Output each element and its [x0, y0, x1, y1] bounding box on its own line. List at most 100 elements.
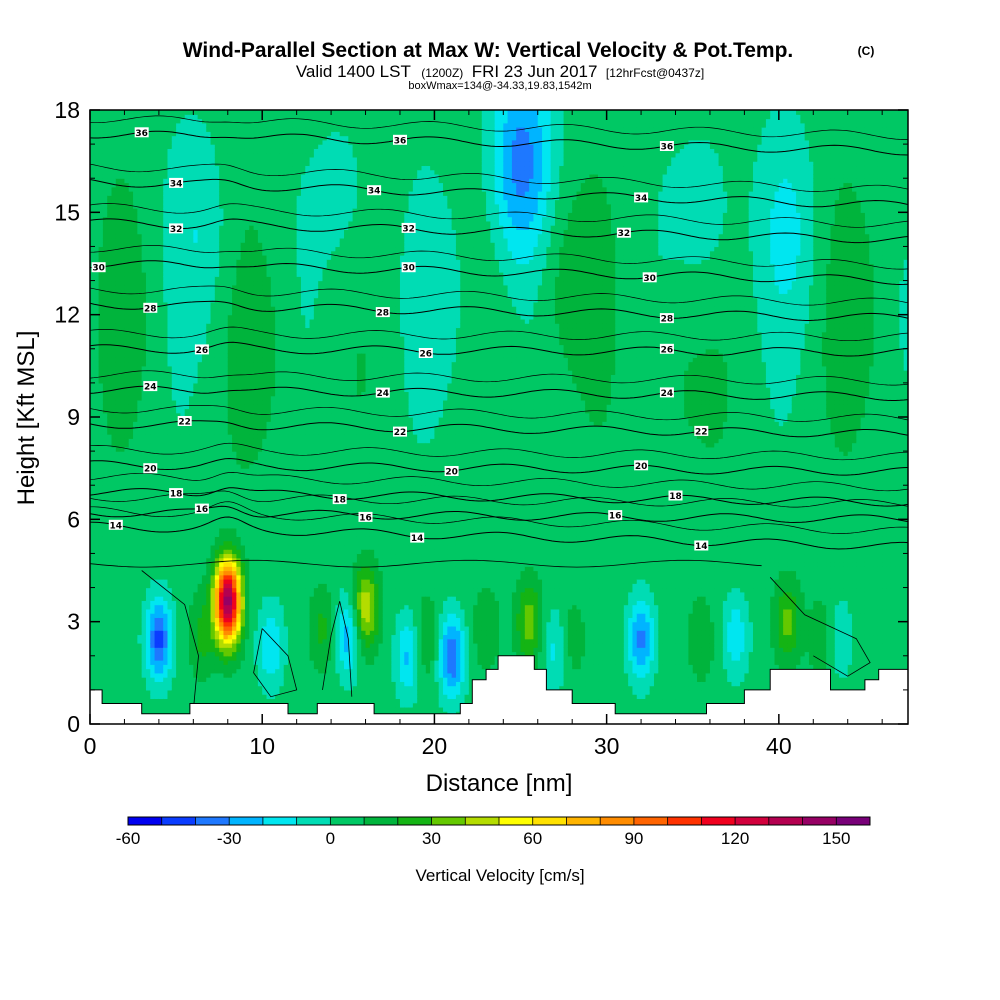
field-cell — [129, 460, 134, 465]
field-cell — [124, 600, 129, 605]
field-cell — [107, 630, 112, 635]
field-cell — [99, 221, 104, 226]
field-cell — [112, 251, 117, 256]
field-cell — [112, 468, 117, 473]
field-cell — [116, 622, 121, 627]
field-cell — [107, 302, 112, 307]
field-cell — [129, 562, 134, 567]
field-cell — [112, 583, 117, 588]
field-cell — [129, 451, 134, 456]
field-cell — [124, 477, 129, 482]
field-cell — [116, 336, 121, 341]
field-cell — [124, 468, 129, 473]
field-cell — [112, 694, 117, 699]
field-cell — [99, 153, 104, 158]
field-cell — [103, 575, 108, 580]
field-cell — [112, 481, 117, 486]
field-cell — [124, 681, 129, 686]
field-cell — [112, 268, 117, 273]
field-cell — [129, 404, 134, 409]
field-cell — [129, 264, 134, 269]
field-cell — [107, 681, 112, 686]
field-cell — [103, 681, 108, 686]
field-cell — [94, 579, 99, 584]
field-cell — [99, 634, 104, 639]
field-cell — [99, 664, 104, 669]
field-cell — [129, 319, 134, 324]
field-cell — [107, 281, 112, 286]
field-cell — [94, 438, 99, 443]
field-cell — [116, 643, 121, 648]
field-cell — [107, 357, 112, 362]
field-cell — [120, 153, 125, 158]
field-cell — [103, 238, 108, 243]
field-cell — [116, 191, 121, 196]
field-cell — [116, 221, 121, 226]
field-cell — [99, 148, 104, 153]
field-cell — [124, 656, 129, 661]
field-cell — [99, 229, 104, 234]
field-cell — [129, 690, 134, 695]
field-cell — [129, 349, 134, 354]
field-cell — [99, 643, 104, 648]
vertical-velocity-field — [90, 110, 909, 725]
field-cell — [116, 374, 121, 379]
field-cell — [94, 677, 99, 682]
field-cell — [129, 468, 134, 473]
field-cell — [120, 430, 125, 435]
field-cell — [103, 298, 108, 303]
field-cell — [112, 400, 117, 405]
field-cell — [120, 251, 125, 256]
field-cell — [107, 400, 112, 405]
field-cell — [129, 200, 134, 205]
field-cell — [103, 447, 108, 452]
field-cell — [129, 660, 134, 665]
field-cell — [129, 366, 134, 371]
field-cell — [94, 434, 99, 439]
field-cell — [103, 583, 108, 588]
field-cell — [107, 404, 112, 409]
field-cell — [116, 255, 121, 260]
field-cell — [116, 434, 121, 439]
field-cell — [99, 353, 104, 358]
field-cell — [94, 536, 99, 541]
field-cell — [99, 349, 104, 354]
field-cell — [103, 664, 108, 669]
field-cell — [103, 221, 108, 226]
field-cell — [103, 545, 108, 550]
field-cell — [107, 140, 112, 145]
field-cell — [129, 421, 134, 426]
field-cell — [103, 455, 108, 460]
field-cell — [124, 660, 129, 665]
field-cell — [107, 443, 112, 448]
field-cell — [129, 306, 134, 311]
field-cell — [116, 178, 121, 183]
field-cell — [124, 127, 129, 132]
field-cell — [107, 178, 112, 183]
field-cell — [112, 238, 117, 243]
field-cell — [116, 127, 121, 132]
field-cell — [129, 379, 134, 384]
field-cell — [94, 349, 99, 354]
field-cell — [129, 634, 134, 639]
field-cell — [120, 673, 125, 678]
field-cell — [103, 605, 108, 610]
field-cell — [129, 391, 134, 396]
field-cell — [120, 238, 125, 243]
field-cell — [120, 660, 125, 665]
field-cell — [120, 229, 125, 234]
field-cell — [116, 315, 121, 320]
field-cell — [107, 114, 112, 119]
field-cell — [112, 571, 117, 576]
field-cell — [133, 664, 138, 669]
field-cell — [103, 643, 108, 648]
field-cell — [107, 639, 112, 644]
field-cell — [99, 524, 104, 529]
field-cell — [124, 174, 129, 179]
field-cell — [103, 170, 108, 175]
field-cell — [133, 690, 138, 695]
field-cell — [107, 421, 112, 426]
field-cell — [112, 225, 117, 230]
field-cell — [107, 566, 112, 571]
field-cell — [129, 605, 134, 610]
